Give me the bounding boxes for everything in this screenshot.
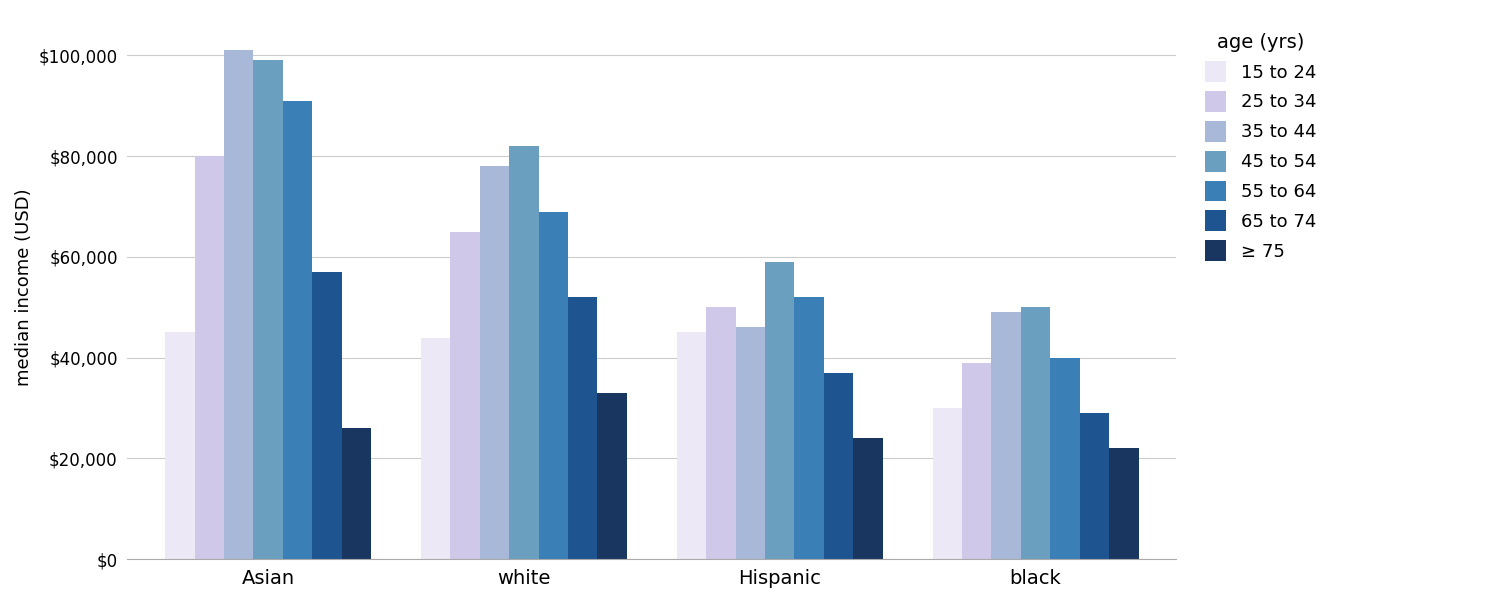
Bar	[706, 308, 736, 559]
Bar	[284, 101, 312, 559]
Bar	[253, 60, 284, 559]
Bar	[480, 166, 510, 559]
Bar	[932, 408, 962, 559]
Legend: 15 to 24, 25 to 34, 35 to 44, 45 to 54, 55 to 64, 65 to 74, ≥ 75: 15 to 24, 25 to 34, 35 to 44, 45 to 54, …	[1196, 24, 1326, 270]
Bar	[597, 393, 627, 559]
Bar	[795, 297, 823, 559]
Bar	[225, 50, 253, 559]
Bar	[195, 156, 225, 559]
Y-axis label: median income (USD): median income (USD)	[15, 188, 33, 386]
Bar	[677, 332, 706, 559]
Bar	[1080, 413, 1108, 559]
Bar	[1050, 358, 1080, 559]
Bar	[736, 327, 765, 559]
Bar	[451, 232, 480, 559]
Bar	[823, 373, 854, 559]
Bar	[538, 212, 569, 559]
Bar	[991, 312, 1021, 559]
Bar	[569, 297, 597, 559]
Bar	[854, 438, 882, 559]
Bar	[510, 146, 538, 559]
Bar	[962, 363, 991, 559]
Bar	[421, 338, 451, 559]
Bar	[166, 332, 195, 559]
Bar	[342, 428, 371, 559]
Bar	[765, 262, 795, 559]
Bar	[1021, 308, 1050, 559]
Bar	[1108, 449, 1139, 559]
Bar	[312, 272, 342, 559]
